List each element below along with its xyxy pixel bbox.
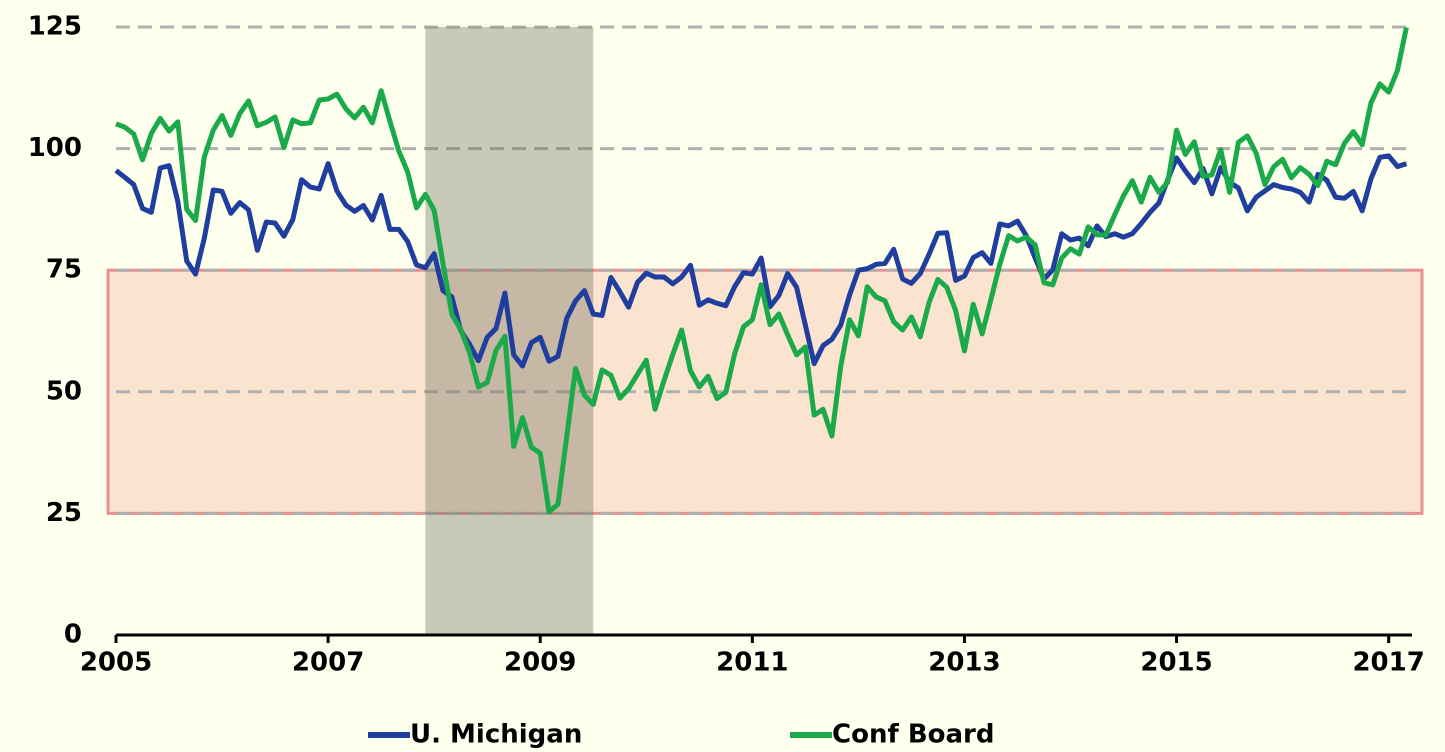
series-line [115, 26, 1409, 515]
x-tick-label: 2009 [504, 648, 576, 678]
y-tick-label: 100 [28, 133, 82, 163]
x-tick-label: 2011 [716, 648, 788, 678]
x-tick-label: 2013 [928, 648, 1000, 678]
x-tick-label: 2015 [1140, 648, 1212, 678]
x-tick-label: 2017 [1352, 648, 1424, 678]
legend-label: U. Michigan [410, 720, 582, 750]
y-tick-label: 0 [64, 620, 82, 650]
series-line [114, 153, 1408, 369]
y-tick-label: 25 [46, 498, 82, 528]
x-tick-label: 2005 [80, 648, 152, 678]
x-tick-label: 2007 [292, 648, 364, 678]
y-tick-label: 50 [46, 376, 82, 406]
y-tick-label: 75 [46, 255, 82, 285]
y-tick-label: 125 [28, 12, 82, 42]
legend-label: Conf Board [832, 720, 994, 750]
